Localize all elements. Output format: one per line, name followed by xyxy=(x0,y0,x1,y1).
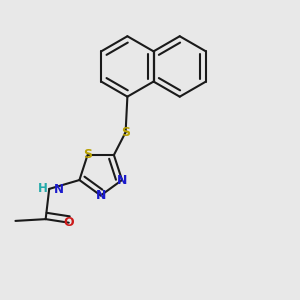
Text: N: N xyxy=(95,189,106,202)
Text: O: O xyxy=(63,216,74,229)
Text: N: N xyxy=(117,173,127,187)
Text: H: H xyxy=(38,182,47,195)
Text: S: S xyxy=(121,126,130,139)
Text: S: S xyxy=(83,148,92,161)
Text: N: N xyxy=(53,183,64,196)
